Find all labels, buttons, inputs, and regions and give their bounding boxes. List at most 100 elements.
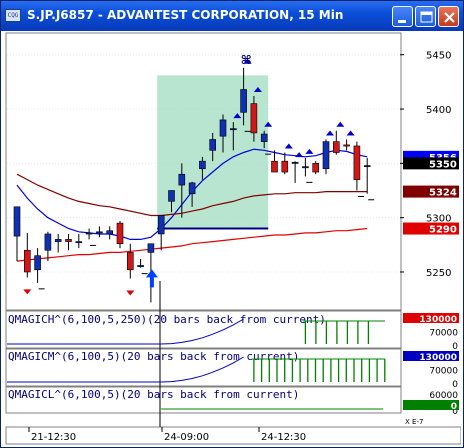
indicator-axis-label: 0 <box>452 407 458 417</box>
candle-body <box>281 160 289 173</box>
indicator-axes: 1300007000001300001300007000001300006000… <box>403 313 459 417</box>
candle-body <box>260 133 268 142</box>
y-tick-label: 5300 <box>426 214 451 225</box>
close-icon <box>444 12 455 23</box>
indicator-line <box>161 356 244 383</box>
close-button[interactable] <box>438 6 459 27</box>
indicator-axis-label: 70000 <box>429 329 458 339</box>
time-axis-labels: 21-12:30 24-09:00 24-12:30 <box>28 281 306 443</box>
indicator-label-qmagicl: QMAGICL^(6,100,5)(20 bars back from curr… <box>8 388 299 401</box>
indicator-axis-label: 0 <box>452 380 458 390</box>
indicator-flag-label: 0 <box>451 402 457 412</box>
candle-body <box>332 141 340 153</box>
indicator-pane-qmagich[interactable]: QMAGICH^(6,100,5,250)(20 bars back from … <box>5 310 402 349</box>
candlesticks[interactable] <box>13 67 371 303</box>
candle-body <box>65 239 72 242</box>
candle-body <box>230 128 237 131</box>
indicator-line <box>161 318 244 345</box>
maximize-icon <box>420 11 433 23</box>
candle-body <box>13 206 21 237</box>
indicator-axis-label: 0 <box>452 342 458 352</box>
indicator-label-qmagicm: QMAGICM^(6,100,5)(20 bars back from curr… <box>8 350 299 363</box>
indicator-pane-qmagicm[interactable]: QMAGICM^(6,100,5)(20 bars back from curr… <box>5 348 402 387</box>
candle-body <box>168 190 175 202</box>
red-down-triangle <box>126 290 135 296</box>
y-tick-label: 5450 <box>426 51 451 62</box>
candle-body <box>34 255 41 271</box>
y-tick-label: 5400 <box>426 105 451 116</box>
indicator-flag <box>403 351 459 361</box>
candle-body <box>353 145 361 180</box>
ma-line-2 <box>16 227 368 262</box>
candle-body <box>106 230 113 235</box>
price-flag <box>403 222 459 235</box>
x-marker-icon: ⌘ <box>241 53 252 67</box>
price-flag-label: 5350 <box>429 159 457 170</box>
candle-body <box>116 222 124 245</box>
indicator-label-qmagich: QMAGICH^(6,100,5,250)(20 bars back from … <box>8 313 326 326</box>
candle-body <box>199 160 206 170</box>
candle-body <box>312 163 320 173</box>
blue-up-triangle <box>326 130 334 136</box>
minimize-icon <box>398 20 406 23</box>
price-flag-label: 5290 <box>429 225 457 236</box>
candle-body <box>85 232 93 235</box>
title-bar[interactable]: CQG S.JP.J6857 - ADVANTEST CORPORATION, … <box>1 1 463 31</box>
up-arrow-icon <box>145 269 158 288</box>
indicator-flag <box>403 313 459 323</box>
candle-body <box>209 139 216 151</box>
minimize-button[interactable] <box>392 6 413 27</box>
chart-canvas[interactable]: ⌘ 54505400535053005250 5356535053245290 … <box>5 31 462 445</box>
indicator-flag <box>403 400 459 410</box>
y-tick-label: 5250 <box>426 268 451 279</box>
candle-body <box>96 231 103 234</box>
price-flag-label: 5324 <box>429 188 457 199</box>
price-grid <box>7 54 400 273</box>
candle-body <box>250 103 258 134</box>
blue-up-triangle <box>253 87 262 93</box>
blue-up-triangle <box>295 152 304 158</box>
window-title: S.JP.J6857 - ADVANTEST CORPORATION, 15 M… <box>27 8 344 22</box>
x-tick-label: 21-12:30 <box>31 432 76 443</box>
candle-body <box>188 182 196 195</box>
candle-body <box>54 239 62 242</box>
x-tick-label: 24-12:30 <box>261 432 306 443</box>
blue-up-triangle <box>305 148 314 154</box>
blue-up-triangle <box>284 143 293 149</box>
candle-body <box>322 141 330 170</box>
candle-body <box>363 165 371 168</box>
cqg-app-icon[interactable]: CQG <box>5 9 21 22</box>
chart-area[interactable]: ⌘ 54505400535053005250 5356535053245290 … <box>5 31 462 445</box>
price-flag <box>403 157 459 170</box>
candle-body <box>23 249 31 273</box>
candle-body <box>302 166 309 169</box>
candle-body <box>240 89 247 113</box>
candle-body <box>271 160 278 173</box>
blue-up-triangle <box>264 121 273 127</box>
candle-body <box>75 241 83 244</box>
price-flags: 5356535053245290 <box>403 150 459 236</box>
signal-markers: ⌘ <box>23 53 375 296</box>
candle-body <box>137 265 144 267</box>
candle-body <box>291 161 299 164</box>
indicator-axis-label: 60000 <box>429 391 458 401</box>
x-tick-label: 24-09:00 <box>164 432 209 443</box>
scale-exponent-label: X E-7 <box>405 418 423 426</box>
indicator-flag-label: 130000 <box>419 353 457 363</box>
candle-body <box>147 243 155 253</box>
candle-body <box>219 119 227 137</box>
indicator-axis-label: 70000 <box>429 367 458 377</box>
indicator-pane-qmagicl[interactable]: QMAGICL^(6,100,5)(20 bars back from curr… <box>5 386 402 414</box>
ma-line-1 <box>16 173 368 217</box>
blue-up-triangle <box>233 113 242 119</box>
candle-body <box>178 173 186 186</box>
blue-up-triangle <box>336 121 345 127</box>
price-flag <box>403 185 459 198</box>
red-down-triangle <box>23 289 32 295</box>
maximize-button[interactable] <box>415 6 436 27</box>
candle-body <box>157 215 165 235</box>
candle-body <box>44 233 52 251</box>
candle-body <box>127 252 134 271</box>
blue-up-triangle <box>346 130 355 136</box>
